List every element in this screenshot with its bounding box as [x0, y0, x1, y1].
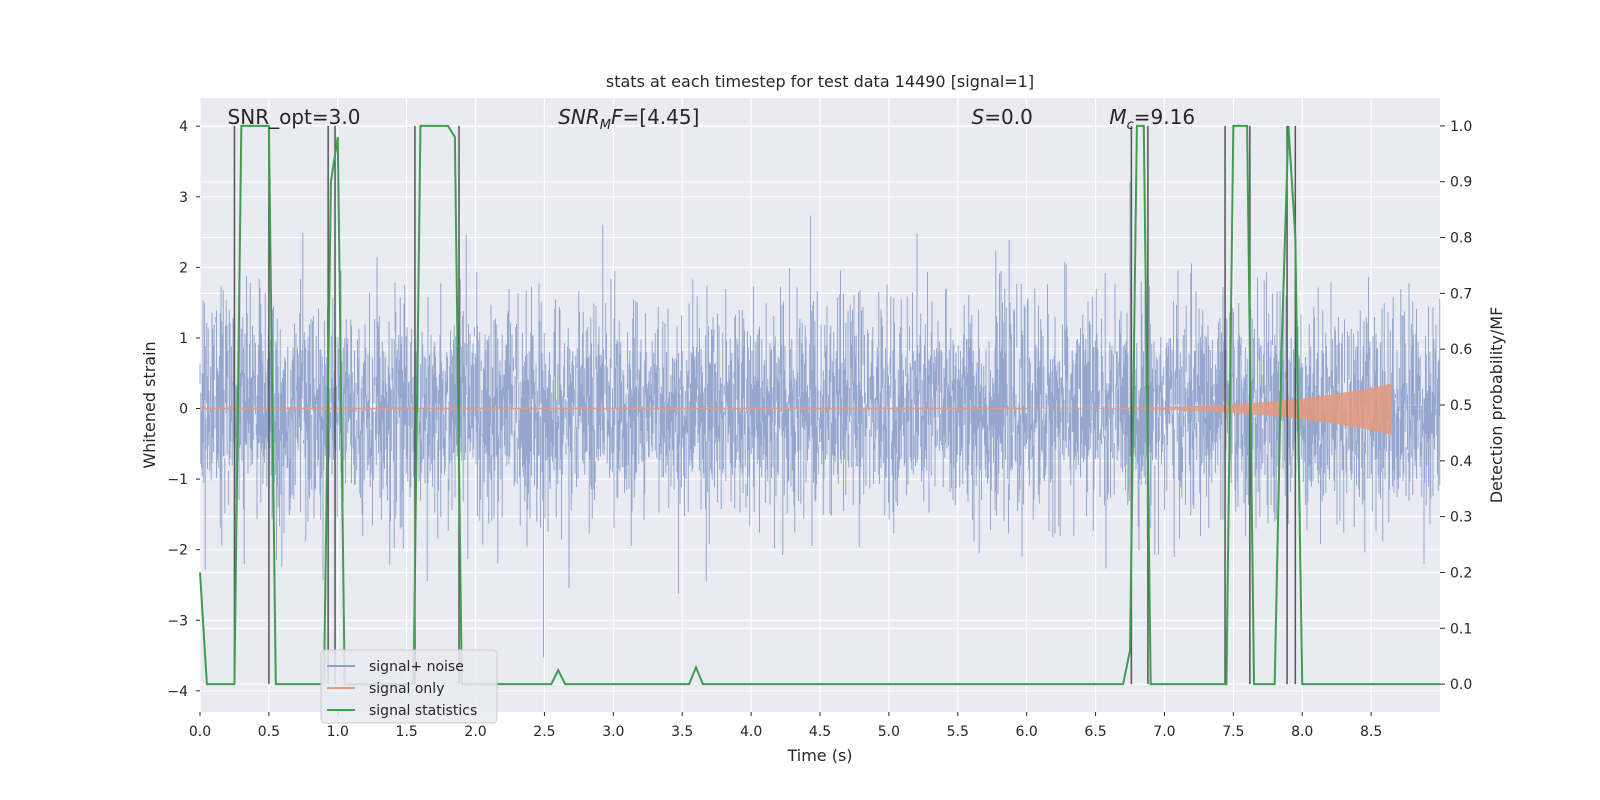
x-tick-label: 8.5 [1360, 724, 1382, 740]
y-right-tick-label: 0.4 [1450, 454, 1472, 470]
x-tick-label: 4.0 [740, 724, 762, 740]
legend-entry: signal only [369, 681, 444, 697]
y-left-tick-label: 3 [179, 190, 188, 206]
legend-box [320, 649, 498, 724]
x-tick-label: 0.5 [258, 724, 280, 740]
y-left-tick-label: −3 [167, 613, 188, 629]
x-tick-label: 6.5 [1084, 724, 1106, 740]
x-tick-label: 7.0 [1153, 724, 1175, 740]
y-left-tick-label: −2 [167, 543, 188, 559]
y-right-tick-label: 0.0 [1450, 677, 1472, 693]
series-signal-statistics [199, 124, 1440, 686]
x-tick-label: 2.0 [464, 724, 486, 740]
y-axis-right-label: Detection probability/MF [1487, 307, 1506, 504]
legend: signal+ noise signal only signal statistic… [320, 649, 498, 724]
x-tick-label: 3.0 [602, 724, 624, 740]
annotation: Mc=9.16 [1109, 105, 1195, 133]
x-axis-label: Time (s) [786, 746, 852, 765]
y-right-tick-label: 0.1 [1450, 621, 1472, 637]
annotations: SNR_opt=3.0 SNRMF=[4.45] S=0.0 Mc=9.16 [228, 105, 1195, 133]
x-tick-label: 1.0 [327, 724, 349, 740]
legend-entry: signal+ noise [369, 659, 464, 675]
annotation: SNR_opt=3.0 [228, 105, 361, 129]
y-left-tick-label: 1 [179, 331, 188, 347]
y-right-tick-label: 1.0 [1450, 119, 1472, 135]
x-tick-label: 1.5 [396, 724, 418, 740]
chart-title: stats at each timestep for test data 144… [606, 72, 1034, 91]
probability-line [199, 124, 1440, 686]
tick-labels: 0.0 0.5 1.0 1.5 2.0 2.5 3.0 3.5 4.0 4.5 5.0 5.5 6.0 6… [167, 119, 1472, 740]
y-right-tick-label: 0.3 [1450, 510, 1472, 526]
legend-entry: signal statistics [369, 703, 477, 719]
annotation: S=0.0 [972, 105, 1033, 129]
x-tick-label: 3.5 [671, 724, 693, 740]
y-right-tick-label: 0.5 [1450, 398, 1472, 414]
y-right-tick-label: 0.8 [1450, 231, 1472, 247]
y-left-tick-label: −1 [167, 472, 188, 488]
y-left-tick-label: −4 [167, 684, 188, 700]
x-tick-label: 6.0 [1016, 724, 1038, 740]
y-right-tick-label: 0.9 [1450, 175, 1472, 191]
y-right-tick-label: 0.6 [1450, 342, 1472, 358]
y-left-tick-label: 2 [179, 260, 188, 276]
x-tick-label: 7.5 [1222, 724, 1244, 740]
x-tick-label: 5.5 [947, 724, 969, 740]
y-axis-left-label: Whitened strain [140, 341, 159, 468]
x-tick-label: 4.5 [809, 724, 831, 740]
annotation: SNRMF=[4.45] [558, 105, 699, 133]
x-tick-label: 5.0 [878, 724, 900, 740]
y-left-tick-label: 0 [179, 402, 188, 418]
x-tick-label: 8.0 [1291, 724, 1313, 740]
y-right-tick-label: 0.2 [1450, 565, 1472, 581]
x-tick-label: 2.5 [533, 724, 555, 740]
y-right-tick-label: 0.7 [1450, 286, 1472, 302]
x-tick-label: 0.0 [189, 724, 211, 740]
y-left-tick-label: 4 [179, 119, 188, 135]
